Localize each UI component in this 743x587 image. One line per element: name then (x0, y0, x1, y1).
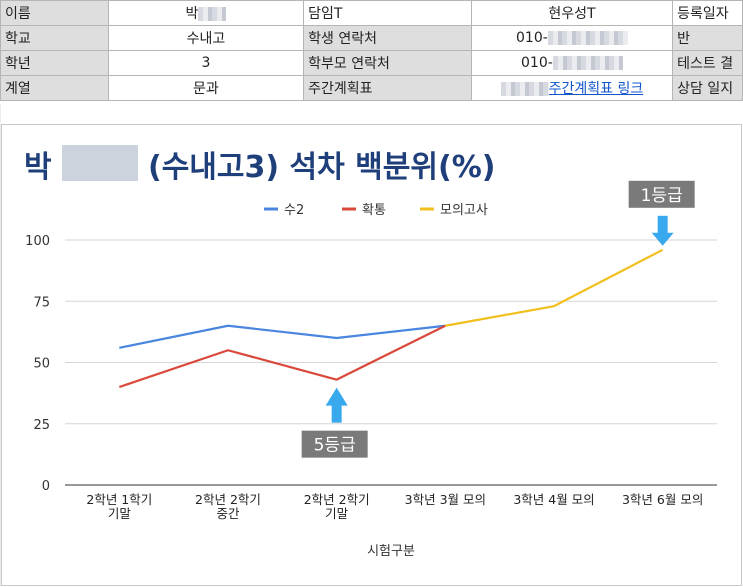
series-line-0 (119, 324, 446, 349)
redacted-title-name (62, 145, 138, 181)
series-line-2 (445, 248, 664, 327)
x-tick-label-1: 2학년 2학기 중간 (195, 492, 261, 521)
annotation-box-0 (628, 180, 695, 208)
table-row: 학교 수내고 학생 연락처 010- 반 (0, 25, 743, 51)
parent-phone-prefix: 010- (521, 55, 553, 71)
arrow-shaft-0 (657, 215, 668, 234)
cell-student-phone[interactable]: 010- (470, 25, 674, 51)
annotation-label-0: 1등급 (641, 186, 683, 206)
y-tick-label-100: 100 (25, 234, 50, 249)
table-row: 이름 박 담임T 현우성T 등록일자 (0, 0, 743, 26)
cell-track[interactable]: 문과 (107, 75, 305, 101)
arrow-head-0 (651, 232, 674, 246)
arrow-shaft-1 (331, 404, 342, 423)
annotation-box-1 (301, 430, 368, 458)
x-tick-label-5: 3학년 6월 모의 (622, 492, 703, 507)
redacted-text (500, 82, 549, 96)
redacted-phone (552, 56, 623, 70)
cell-grade[interactable]: 3 (107, 50, 305, 76)
cell-label-track[interactable]: 계열 (0, 75, 109, 101)
percentile-line-chart: 박 (수내고3) 석차 백분위(%) 수2 확통 모의고사 0 25 50 75 100 2학년 1… (24, 145, 717, 559)
legend-label-2: 모의고사 (440, 203, 488, 218)
y-tick-label-25: 25 (33, 418, 50, 433)
x-tick-label-2: 2학년 2학기 기말 (304, 492, 370, 521)
chart-title: (수내고3) 석차 백분위(%) (148, 150, 495, 185)
legend-label-1: 확통 (362, 203, 386, 218)
cell-label-grade[interactable]: 학년 (0, 50, 109, 76)
student-phone-prefix: 010- (516, 30, 548, 46)
cell-student-name[interactable]: 박 (107, 0, 305, 26)
x-tick-label-3: 3학년 3월 모의 (405, 492, 486, 507)
weekly-plan-link[interactable]: 주간계획표 링크 (548, 81, 644, 97)
cell-label-class[interactable]: 반 (672, 25, 743, 51)
y-tick-label-50: 50 (33, 357, 50, 372)
cell-parent-phone[interactable]: 010- (470, 50, 674, 76)
annotation-label-1: 5등급 (314, 436, 356, 456)
chart-card[interactable]: 박 (수내고3) 석차 백분위(%) 수2 확통 모의고사 0 25 50 75 100 2학년 1… (1, 124, 742, 586)
cell-teacher-name[interactable]: 현우성T (470, 0, 674, 26)
cell-label-teacher[interactable]: 담임T (303, 0, 472, 26)
cell-label-parent-phone[interactable]: 학부모 연락처 (303, 50, 472, 76)
cell-weekly-plan[interactable]: 주간계획표 링크 (470, 75, 674, 101)
student-name-text: 박 (185, 6, 199, 22)
cell-label-registration-date[interactable]: 등록일자 (672, 0, 743, 26)
x-tick-label-0: 2학년 1학기 기말 (86, 492, 152, 521)
y-tick-label-75: 75 (33, 295, 50, 310)
cell-label-student-phone[interactable]: 학생 연락처 (303, 25, 472, 51)
redacted-name (198, 7, 227, 21)
legend-label-0: 수2 (284, 203, 304, 218)
series-line-1 (118, 324, 446, 389)
x-tick-label-4: 3학년 4월 모의 (513, 492, 594, 507)
cell-label-consult-log[interactable]: 상담 일지 (672, 75, 743, 101)
chart-title-name: 박 (24, 150, 52, 185)
cell-school[interactable]: 수내고 (107, 25, 305, 51)
redacted-phone (547, 31, 628, 45)
arrow-head-1 (325, 387, 348, 406)
cell-label-test-result[interactable]: 테스트 결 (672, 50, 743, 76)
student-info-table: 이름 박 담임T 현우성T 등록일자 학교 수내고 학생 연락처 010- 반 … (0, 0, 743, 101)
cell-label-name[interactable]: 이름 (0, 0, 109, 26)
table-row: 계열 문과 주간계획표 주간계획표 링크 상담 일지 (0, 75, 743, 101)
cell-label-school[interactable]: 학교 (0, 25, 109, 51)
table-row: 학년 3 학부모 연락처 010- 테스트 결 (0, 50, 743, 76)
y-tick-label-0: 0 (42, 479, 50, 494)
x-axis-label: 시험구분 (367, 544, 415, 559)
cell-label-weekly-plan[interactable]: 주간계획표 (303, 75, 472, 101)
